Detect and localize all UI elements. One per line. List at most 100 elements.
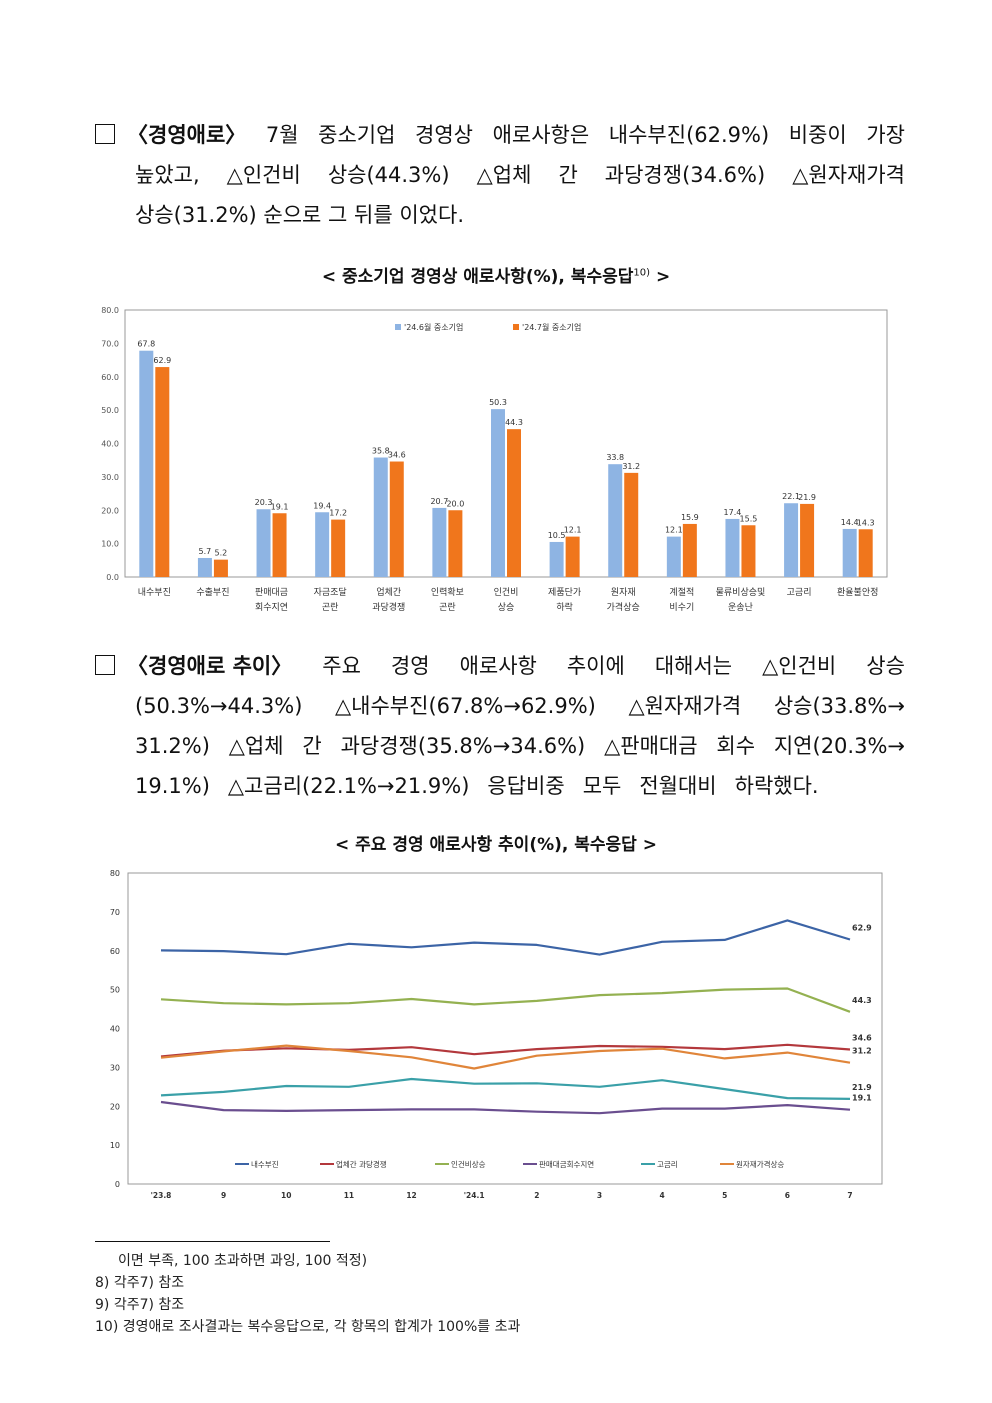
bar — [448, 510, 463, 577]
bar — [666, 536, 681, 577]
paragraph-line: 상승(31.2%) 순으로 그 뒤를 이었다. — [135, 203, 464, 227]
x-tick-label: 인력확보 — [431, 586, 464, 598]
y-tick-label: 40.0 — [101, 440, 119, 449]
bar — [842, 528, 857, 577]
x-tick-label: 운송난 — [728, 602, 753, 613]
x-tick-label: 10 — [281, 1191, 291, 1200]
data-label: 17.4 — [724, 508, 742, 517]
legend-swatch — [395, 324, 401, 330]
end-value-label: 44.3 — [852, 996, 872, 1005]
data-label: 67.8 — [137, 340, 155, 349]
paragraph-heading: 〈경영애로〉 — [127, 123, 247, 147]
data-label: 50.3 — [489, 398, 507, 407]
x-tick-label: 3 — [597, 1191, 602, 1200]
legend-label: 인건비상승 — [451, 1159, 486, 1169]
y-tick-label: 30 — [110, 1063, 120, 1072]
x-tick-label: 제품단가 — [548, 587, 581, 598]
footnote: 9) 각주7) 참조 — [95, 1297, 185, 1313]
bar — [389, 461, 404, 577]
bar — [432, 507, 447, 577]
x-tick-label: 곤란 — [322, 601, 339, 613]
bar — [256, 509, 271, 577]
data-label: 22.1 — [782, 492, 800, 501]
footnote-divider — [95, 1241, 330, 1242]
bar — [331, 519, 346, 577]
y-tick-label: 0.0 — [106, 573, 119, 582]
paragraph-line: 〈경영애로〉 7월 중소기업 경영상 애로사항은 내수부진(62.9%) 비중이… — [95, 115, 905, 155]
end-value-label: 34.6 — [852, 1033, 872, 1042]
y-tick-label: 70.0 — [101, 339, 119, 348]
bar — [725, 518, 740, 577]
checkbox-bullet-icon — [95, 124, 115, 144]
x-tick-label: 원자재 — [611, 587, 636, 598]
x-tick-label: 11 — [344, 1191, 354, 1200]
data-label: 15.5 — [740, 514, 758, 523]
x-tick-label: 가격상승 — [607, 601, 640, 613]
data-label: 12.1 — [564, 526, 582, 535]
x-tick-label: 과당경쟁 — [372, 601, 405, 613]
x-tick-label: 회수지연 — [255, 602, 288, 613]
series-line — [160, 1077, 851, 1100]
x-tick-label: 계절적 — [669, 586, 694, 598]
paragraph-line: 높았고, △인건비 상승(44.3%) △업체 간 과당경쟁(34.6%) △원… — [135, 163, 905, 187]
x-tick-label: 9 — [221, 1191, 226, 1200]
y-tick-label: 70 — [110, 908, 120, 917]
chart2-caption: < 주요 경영 애로사항 추이(%), 복수응답 > — [335, 835, 657, 855]
paragraph-line: 19.1%) △고금리(22.1%→21.9%) 응답비중 모두 전월대비 하락… — [135, 774, 819, 798]
legend-label: 원자재가격상승 — [736, 1159, 784, 1169]
y-tick-label: 30.0 — [101, 473, 119, 482]
legend-label: 고금리 — [657, 1160, 678, 1169]
x-tick-label: 판매대금 — [255, 587, 288, 598]
x-tick-label: 고금리 — [787, 587, 812, 598]
y-tick-label: 10.0 — [101, 540, 119, 549]
y-tick-label: 80 — [110, 869, 120, 878]
x-tick-label: 업체간 — [376, 587, 401, 598]
data-label: 31.2 — [622, 462, 640, 471]
footnote: 이면 부족, 100 초과하면 과잉, 100 적정) — [118, 1253, 368, 1269]
y-tick-label: 50 — [110, 986, 120, 995]
data-label: 14.4 — [841, 518, 859, 527]
bar — [682, 523, 697, 577]
data-label: 33.8 — [606, 453, 624, 462]
chart1-caption: < 중소기업 경영상 애로사항(%), 복수응답10) > — [321, 267, 671, 287]
footnote: 8) 각주7) 참조 — [95, 1275, 185, 1291]
legend-label: 판매대금회수지연 — [539, 1160, 594, 1169]
bar — [373, 457, 388, 577]
paragraph-line: 〈경영애로 추이〉 주요 경영 애로사항 추이에 대해서는 △인건비 상승 — [95, 646, 905, 686]
bar — [624, 472, 639, 577]
bar-chart-difficulties: 0.0 10.0 20.0 30.0 40.0 50.0 60.0 70.0 80.0 67.8 6… — [101, 306, 888, 613]
y-tick-label: 80.0 — [101, 306, 119, 315]
bar — [858, 529, 873, 577]
end-value-label: 31.2 — [852, 1047, 872, 1056]
data-label: 19.4 — [313, 501, 331, 510]
series-line — [160, 987, 851, 1013]
data-label: 20.0 — [446, 499, 464, 508]
x-tick-label: 7 — [847, 1191, 852, 1200]
paragraph-heading: 〈경영애로 추이〉 — [127, 654, 293, 678]
x-tick-label: 수출부진 — [196, 587, 229, 598]
checkbox-bullet-icon — [95, 655, 115, 675]
x-tick-label: 12 — [406, 1191, 416, 1200]
bar — [565, 536, 580, 577]
series-line — [160, 1044, 851, 1070]
data-label: 20.3 — [255, 498, 273, 507]
x-tick-label: 6 — [785, 1191, 790, 1200]
paragraph-line: 31.2%) △업체 간 과당경쟁(35.8%→34.6%) △판매대금 회수 … — [135, 734, 905, 758]
data-label: 17.2 — [329, 509, 347, 518]
series-line — [160, 919, 851, 956]
paragraph-difficulty-trend: 〈경영애로 추이〉 주요 경영 애로사항 추이에 대해서는 △인건비 상승 (5… — [95, 646, 905, 806]
x-tick-label: 곤란 — [439, 601, 456, 613]
x-tick-label: '23.8 — [151, 1191, 172, 1200]
plot-area — [127, 872, 883, 1185]
paragraph-line: (50.3%→44.3%) △내수부진(67.8%→62.9%) △원자재가격 … — [135, 694, 905, 718]
legend-swatch — [513, 324, 519, 330]
y-tick-label: 0 — [115, 1180, 120, 1189]
end-value-label: 21.9 — [852, 1083, 872, 1092]
bar — [213, 559, 228, 577]
x-tick-label: '24.1 — [464, 1191, 485, 1200]
data-label: 62.9 — [153, 356, 171, 365]
y-tick-label: 20 — [110, 1102, 120, 1111]
x-tick-label: 하락 — [556, 601, 573, 613]
bar — [272, 513, 287, 577]
y-tick-label: 40 — [110, 1025, 120, 1034]
